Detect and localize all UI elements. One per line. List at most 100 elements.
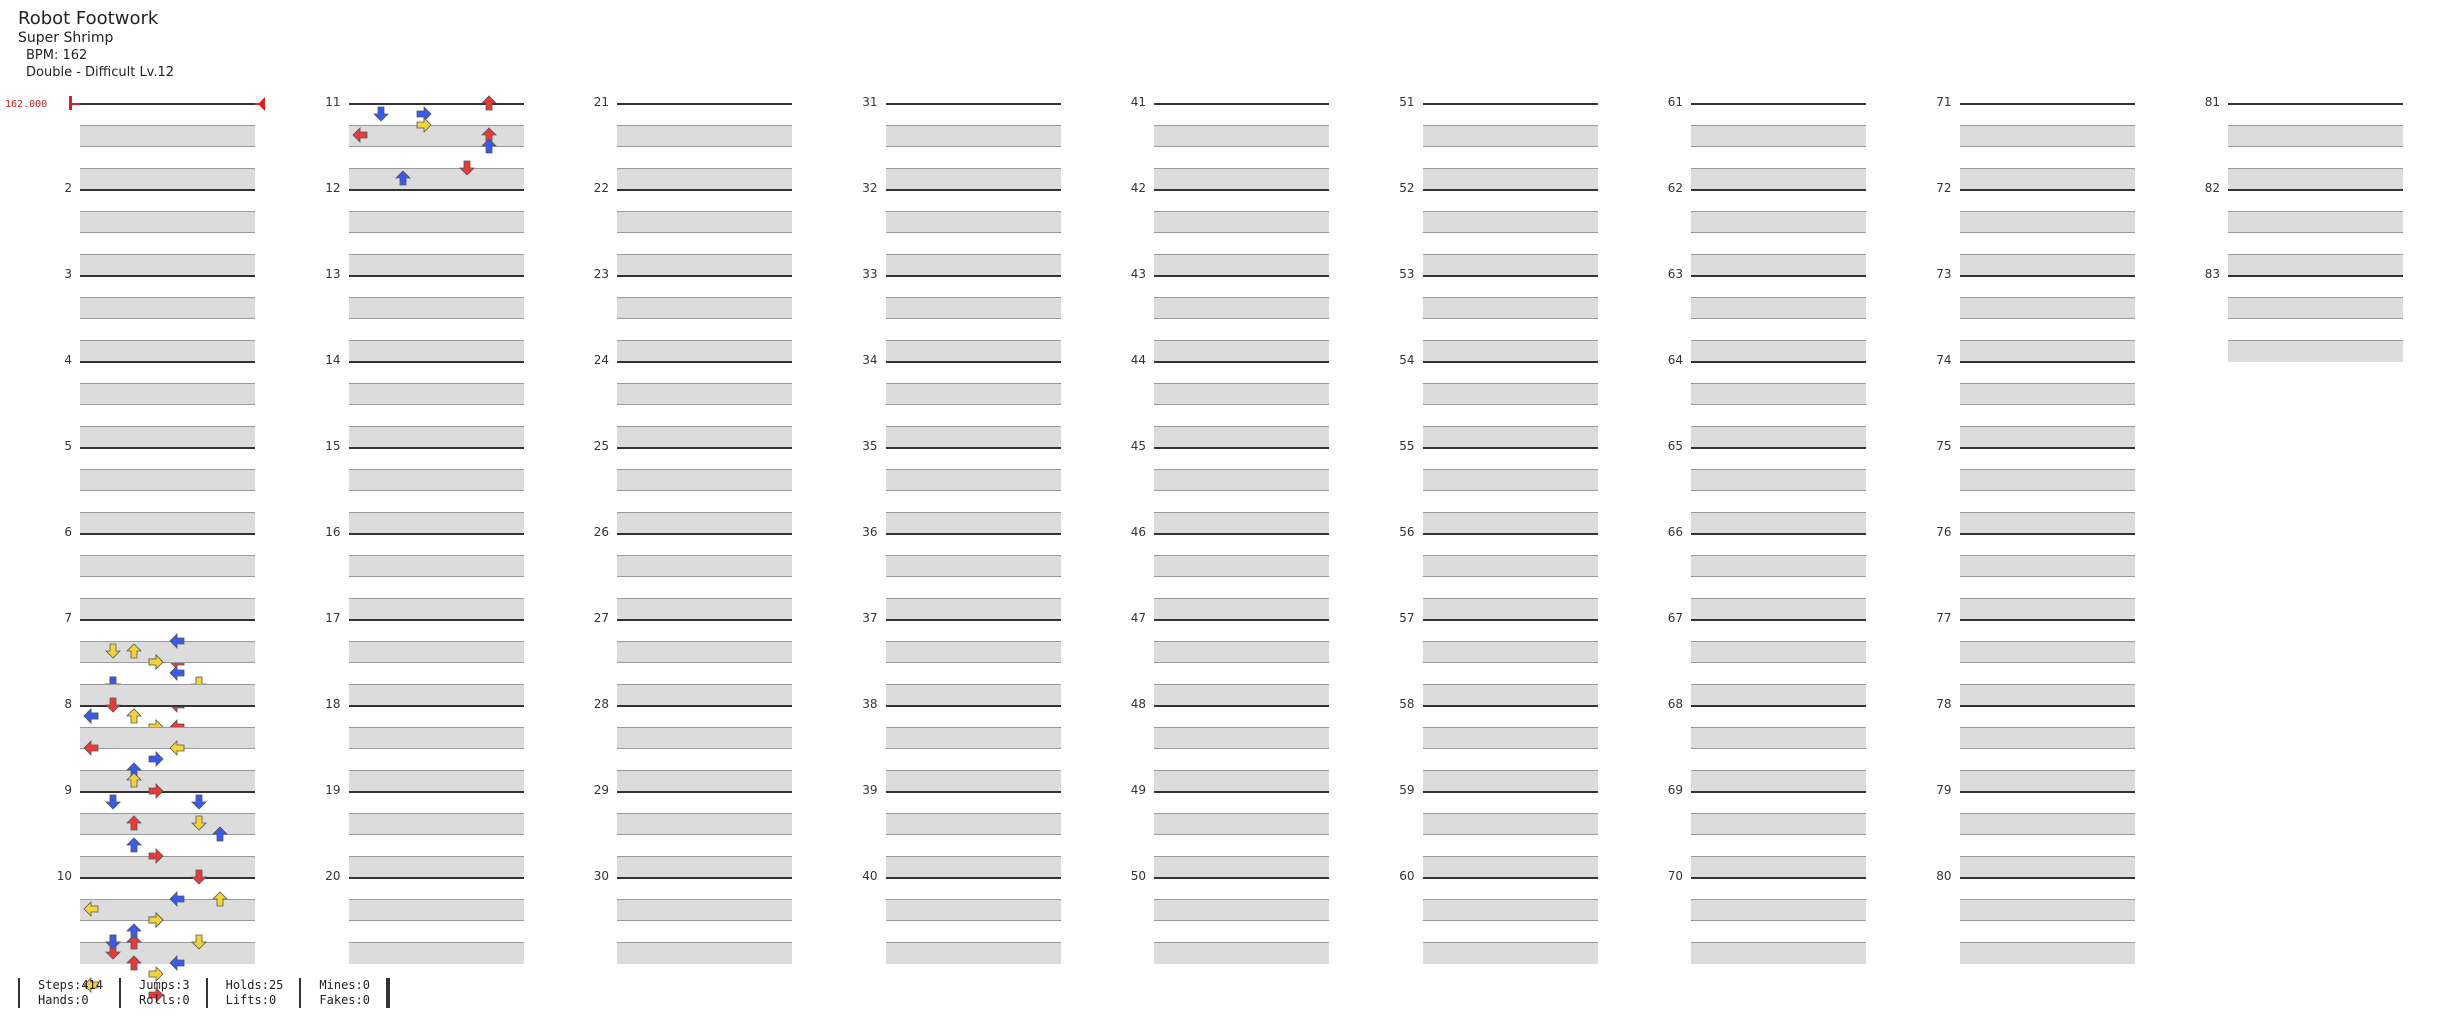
measure-block: 44 bbox=[1131, 353, 1329, 448]
beat-row bbox=[1154, 619, 1329, 643]
measure-block: 76 bbox=[1936, 525, 2135, 620]
beat-row bbox=[1691, 189, 1866, 213]
bpm-change-value: 162.000 bbox=[5, 99, 48, 110]
beat-row bbox=[885, 855, 1061, 878]
measure-block: 67 bbox=[1668, 611, 1866, 706]
beat-row bbox=[617, 511, 792, 534]
arrow-right-icon bbox=[147, 986, 165, 1004]
beat-row bbox=[80, 619, 255, 643]
beat-row bbox=[1422, 447, 1598, 471]
beat-row bbox=[885, 533, 1061, 557]
beat-row bbox=[1154, 920, 1329, 943]
beat-row bbox=[348, 103, 524, 127]
beat-row bbox=[1154, 253, 1329, 276]
beat-row bbox=[885, 468, 1061, 491]
beat-row bbox=[617, 404, 792, 427]
beat-row bbox=[617, 554, 792, 577]
measure-number: 31 bbox=[862, 95, 878, 109]
measure-block: 78 bbox=[1936, 697, 2135, 792]
beat-row bbox=[617, 275, 792, 299]
beat-row bbox=[348, 404, 524, 427]
beat-row bbox=[1691, 210, 1866, 233]
measure-number: 4 bbox=[64, 353, 72, 367]
measure-block: 32 bbox=[862, 181, 1061, 276]
beat-row bbox=[80, 941, 255, 964]
beat-row bbox=[1154, 232, 1329, 255]
beat-row bbox=[1691, 662, 1866, 685]
beat-row bbox=[348, 339, 524, 362]
arrow-right-icon bbox=[147, 653, 165, 671]
beat-row bbox=[80, 791, 255, 815]
beat-row bbox=[1154, 425, 1329, 448]
beat-row bbox=[80, 490, 255, 513]
bpm-label: BPM: 162 bbox=[26, 48, 88, 63]
measure-number: 56 bbox=[1399, 525, 1415, 539]
measure-number: 73 bbox=[1936, 267, 1952, 281]
beat-row bbox=[885, 769, 1061, 792]
measure-number: 83 bbox=[2204, 267, 2220, 281]
beat-row bbox=[80, 447, 255, 471]
beat-row bbox=[1691, 318, 1866, 341]
beat-row bbox=[617, 425, 792, 448]
beat-row bbox=[1422, 382, 1598, 405]
measure-block: 6 bbox=[64, 525, 255, 746]
measure-block: 12 bbox=[325, 181, 524, 276]
beat-row bbox=[1959, 382, 2135, 405]
arrow-up-icon bbox=[125, 954, 143, 972]
beat-row bbox=[1422, 812, 1598, 835]
beat-row bbox=[348, 275, 524, 299]
measure-block: 25 bbox=[594, 439, 792, 534]
beat-row bbox=[2228, 339, 2403, 362]
beat-row bbox=[80, 877, 255, 901]
arrow-up-icon bbox=[125, 707, 143, 725]
measure-number: 63 bbox=[1667, 267, 1683, 281]
beat-row bbox=[1691, 404, 1866, 427]
beat-row bbox=[2228, 167, 2403, 190]
measure-block: 13 bbox=[325, 267, 524, 362]
measure-number: 51 bbox=[1399, 95, 1415, 109]
beat-row bbox=[348, 361, 524, 385]
measure-block: 70 bbox=[1668, 869, 1866, 964]
beat-row bbox=[1422, 898, 1598, 921]
beat-row bbox=[1154, 511, 1329, 534]
beat-row bbox=[1959, 167, 2135, 190]
measure-number: 30 bbox=[593, 869, 609, 883]
beat-row bbox=[348, 640, 524, 663]
beat-row bbox=[617, 253, 792, 276]
beat-row bbox=[348, 554, 524, 577]
beat-row bbox=[885, 382, 1061, 405]
beat-row bbox=[1422, 339, 1598, 362]
measure-number: 3 bbox=[64, 267, 72, 281]
beat-row bbox=[80, 382, 255, 405]
beat-row bbox=[885, 898, 1061, 921]
measure-block: 71 bbox=[1936, 95, 2135, 190]
beat-row bbox=[885, 275, 1061, 299]
beat-row bbox=[1691, 339, 1866, 362]
measure-number: 69 bbox=[1667, 783, 1683, 797]
beat-row bbox=[617, 576, 792, 599]
beat-row bbox=[1422, 468, 1598, 491]
beat-row bbox=[1422, 662, 1598, 685]
beat-row bbox=[885, 146, 1061, 169]
beat-row bbox=[1691, 167, 1866, 190]
beat-row bbox=[1422, 404, 1598, 427]
arrow-right-icon bbox=[147, 750, 165, 768]
beat-row bbox=[1154, 447, 1329, 471]
beat-row bbox=[617, 748, 792, 771]
beat-row bbox=[1959, 296, 2135, 319]
beat-row bbox=[885, 597, 1061, 620]
beat-row bbox=[885, 253, 1061, 276]
arrow-up-icon bbox=[211, 890, 229, 908]
beat-row bbox=[1691, 296, 1866, 319]
measure-number: 39 bbox=[862, 783, 878, 797]
beat-row bbox=[1154, 318, 1329, 341]
measure-number: 14 bbox=[325, 353, 341, 367]
beat-row bbox=[1422, 425, 1598, 448]
beat-row bbox=[885, 683, 1061, 706]
measure-block: 51 bbox=[1399, 95, 1598, 190]
beat-row bbox=[1422, 920, 1598, 943]
beat-row bbox=[1154, 275, 1329, 299]
arrow-up-icon bbox=[480, 137, 498, 155]
measure-block: 65 bbox=[1668, 439, 1866, 534]
measure-number: 20 bbox=[325, 869, 341, 883]
